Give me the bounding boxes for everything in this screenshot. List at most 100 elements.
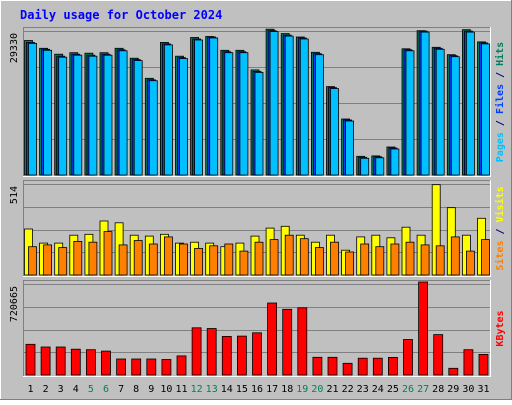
bar-bot-s0-d28 [433, 334, 444, 376]
bar-bot-s0-d10 [161, 359, 172, 376]
bar-bot-s0-d5 [86, 349, 96, 376]
bar-top-s2-d26 [405, 50, 415, 176]
bar-top-s2-d23 [360, 157, 370, 176]
day-label-25: 25 [387, 384, 399, 395]
bar-bot-s0-d7 [116, 358, 126, 376]
bar-mid-s1-d28 [435, 245, 445, 276]
bar-mid-s1-d2 [43, 244, 52, 276]
bar-mid-s1-d16 [254, 241, 264, 276]
bar-mid-s1-d21 [330, 241, 339, 276]
bar-top-s2-d3 [58, 56, 68, 176]
bar-mid-s1-d8 [133, 240, 143, 276]
day-label-19: 19 [296, 384, 308, 395]
day-label-2: 2 [43, 384, 49, 395]
chart-title: Daily usage for October 2024 [20, 8, 222, 22]
bar-bot-s0-d22 [342, 362, 353, 376]
bar-top-s2-d6 [103, 54, 113, 176]
bar-top-s2-d7 [118, 50, 128, 176]
day-label-16: 16 [251, 384, 263, 395]
bar-bot-s0-d14 [221, 335, 232, 376]
bar-mid-s1-d10 [163, 236, 173, 276]
axis-label-part: Sites [494, 241, 506, 271]
axis-label-part: / [495, 222, 506, 240]
day-label-20: 20 [311, 384, 323, 395]
bar-bot-s0-d16 [252, 332, 262, 376]
bar-mid-s1-d11 [179, 243, 188, 276]
bar-top-s2-d20 [314, 54, 324, 176]
axis-label-part: KBytes [495, 310, 506, 346]
day-label-26: 26 [402, 384, 414, 395]
bar-bot-s0-d15 [236, 335, 247, 376]
bar-mid-s1-d5 [88, 241, 98, 276]
day-label-9: 9 [148, 384, 154, 395]
day-label-27: 27 [417, 384, 429, 395]
day-label-13: 13 [206, 384, 218, 395]
bar-top-s2-d25 [390, 148, 400, 176]
day-label-7: 7 [118, 384, 124, 395]
bar-bot-s0-d30 [463, 349, 474, 376]
bar-top-s2-d21 [330, 88, 339, 176]
bar-bot-s0-d17 [267, 302, 278, 376]
day-label-5: 5 [88, 384, 94, 395]
bar-top-s2-d31 [481, 43, 490, 176]
bar-top-s2-d4 [73, 54, 83, 176]
bar-top-s2-d8 [133, 60, 143, 176]
bar-top-s2-d29 [450, 56, 460, 176]
bar-top-s2-d19 [299, 38, 309, 176]
day-label-28: 28 [432, 384, 444, 395]
axis-label-part: Pages [495, 132, 506, 162]
axis-label-part: Files [494, 84, 506, 114]
axis-label-part: Visits [494, 186, 506, 222]
bar-bot-s0-d20 [312, 356, 323, 376]
day-label-18: 18 [281, 384, 293, 395]
day-label-3: 3 [58, 384, 64, 395]
day-label-11: 11 [175, 384, 187, 395]
bar-mid-s1-d7 [118, 244, 128, 276]
y-max-label: 720665 [9, 286, 20, 322]
bar-top-s2-d17 [269, 31, 279, 176]
axis-label-top: Pages / Files / Hits [494, 42, 506, 162]
bar-bot-s0-d12 [191, 327, 202, 376]
y-max-label: 514 [9, 186, 20, 204]
bar-bot-s0-d9 [146, 358, 157, 376]
day-label-30: 30 [462, 384, 474, 395]
bar-mid-s1-d13 [209, 245, 219, 276]
bar-mid-s1-d27 [420, 244, 430, 276]
bar-top-s2-d24 [375, 157, 385, 176]
bar-bot-s0-d11 [176, 355, 187, 376]
bar-mid-s1-d1 [28, 246, 37, 276]
day-label-15: 15 [236, 384, 248, 395]
bar-top-s2-d9 [148, 80, 158, 176]
day-label-23: 23 [357, 384, 369, 395]
bar-top-s2-d28 [435, 48, 445, 176]
bar-mid-s1-d23 [360, 243, 370, 276]
bar-mid-s1-d19 [299, 238, 309, 276]
bar-bot-s0-d3 [55, 346, 66, 376]
bar-bot-s0-d13 [206, 328, 217, 376]
bar-top-s2-d10 [163, 44, 173, 176]
day-label-1: 1 [27, 384, 33, 395]
bar-top-s2-d22 [345, 120, 355, 176]
bar-mid-s1-d20 [314, 247, 324, 276]
bar-top-s2-d18 [284, 35, 294, 176]
bar-bot-s0-d31 [478, 353, 489, 376]
bar-bot-s0-d21 [327, 356, 338, 376]
day-label-10: 10 [160, 384, 172, 395]
bar-mid-s1-d22 [345, 251, 355, 276]
bar-mid-s1-d24 [375, 246, 385, 276]
bar-mid-s1-d30 [465, 250, 475, 276]
bar-mid-s1-d14 [224, 243, 234, 276]
bar-mid-s1-d17 [269, 239, 279, 276]
axis-label-mid: Sites / Visits [494, 186, 506, 270]
day-label-12: 12 [191, 384, 203, 395]
axis-label-part: / [495, 114, 506, 132]
bar-bot-s0-d23 [357, 357, 368, 376]
day-label-24: 24 [372, 384, 384, 395]
axis-label-part: / [495, 66, 506, 84]
bar-top-s2-d11 [179, 58, 188, 176]
bar-top-s2-d30 [465, 31, 475, 176]
bar-bot-s0-d4 [70, 348, 81, 376]
bar-mid-s1-d3 [58, 247, 68, 276]
bar-mid-s1-d29 [450, 236, 460, 276]
